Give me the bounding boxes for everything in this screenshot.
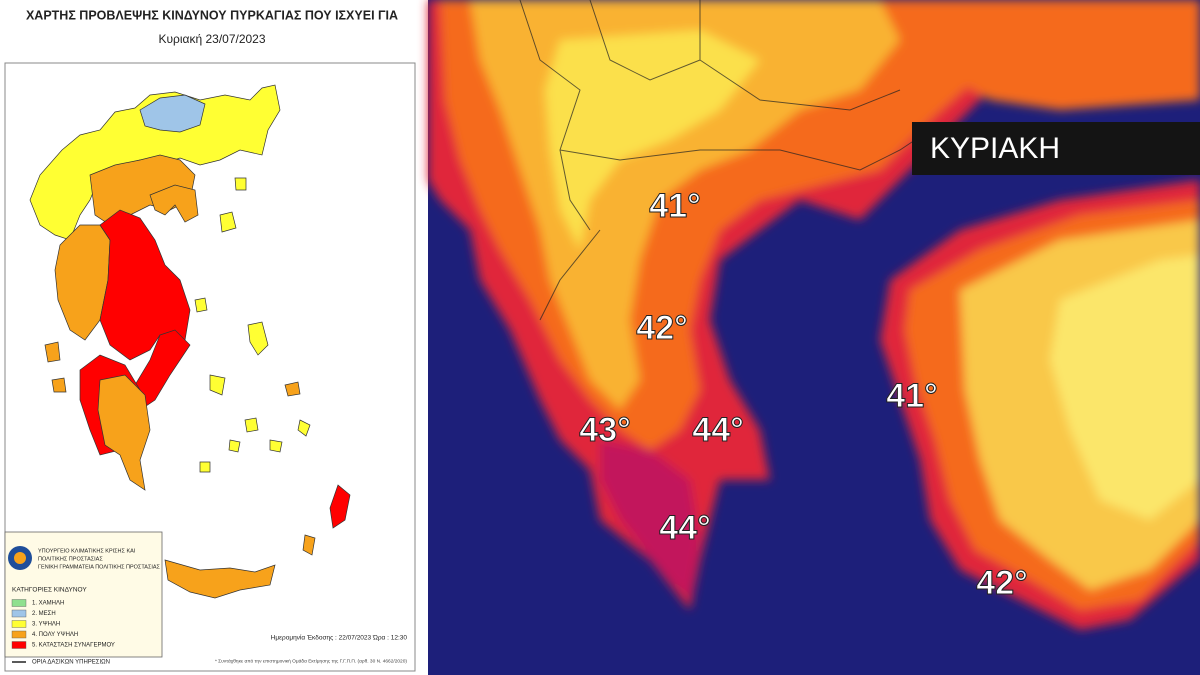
map-subtitle: Κυριακή 23/07/2023 (158, 32, 265, 46)
day-label: ΚΥΡΙΑΚΗ (930, 132, 1060, 165)
map-title: ΧΑΡΤΗΣ ΠΡΟΒΛΕΨΗΣ ΚΙΝΔΥΝΟΥ ΠΥΡΚΑΓΙΑΣ ΠΟΥ … (26, 8, 398, 22)
legend-items: 1. ΧΑΜΗΛΗ 2. ΜΕΣΗ 3. ΥΨΗΛΗ 4. ΠΟΛΥ ΥΨΗΛΗ 5. … (11, 599, 115, 649)
boundary-label: ΟΡΙΑ ΔΑΣΙΚΩΝ ΥΠΗΡΕΣΙΩΝ (32, 660, 110, 666)
legend-swatch (11, 599, 27, 607)
legend-swatch (11, 630, 27, 639)
land-heat (428, 0, 1200, 630)
legend: ΥΠΟΥΡΓΕΙΟ ΚΛΙΜΑΤΙΚΗΣ ΚΡΙΣΗΣ ΚΑΙ ΠΟΛΙΤΙΚΗ… (4, 531, 163, 666)
region (329, 484, 351, 529)
legend-swatch (11, 620, 27, 628)
land (880, 0, 1200, 110)
ministry-line: ΓΕΝΙΚΗ ΓΡΑΜΜΑΤΕΙΑ ΠΟΛΙΤΙΚΗΣ ΠΡΟΣΤΑΣΙΑΣ (38, 564, 161, 570)
region (44, 341, 61, 363)
legend-swatch (11, 609, 27, 618)
legend-box (4, 531, 163, 658)
region (244, 417, 259, 433)
legend-label: 5. ΚΑΤΑΣΤΑΣΗ ΣΥΝΑΓΕΡΜΟΥ (32, 643, 115, 649)
region (284, 381, 301, 397)
ministry-line: ΠΟΛΙΤΙΚΗΣ ΠΡΟΣΤΑΣΙΑΣ (38, 556, 103, 562)
region (219, 211, 237, 233)
legend-swatch (11, 641, 27, 649)
temperature-panel: ΚΥΡΙΑΚΗ 41° 42° 43° 44° 44° 41° 42° (428, 0, 1200, 675)
region (134, 329, 191, 411)
land (1050, 255, 1200, 520)
temperature-labels: 41° 42° 43° 44° 44° 41° 42° (579, 186, 1028, 602)
region (302, 534, 316, 556)
legend-label: 2. ΜΕΣΗ (32, 611, 56, 617)
border (559, 129, 931, 171)
temperature-label: 41° (649, 187, 700, 225)
region (199, 461, 211, 473)
map-frame (4, 62, 416, 672)
fire-risk-panel: ΧΑΡΤΗΣ ΠΡΟΒΛΕΨΗΣ ΚΙΝΔΥΝΟΥ ΠΥΡΚΑΓΙΑΣ ΠΟΥ … (0, 0, 428, 675)
greece-map (29, 84, 351, 599)
day-banner (912, 122, 1200, 175)
border (539, 229, 601, 321)
ministry-line: ΥΠΟΥΡΓΕΙΟ ΚΛΙΜΑΤΙΚΗΣ ΚΡΙΣΗΣ ΚΑΙ (38, 548, 136, 554)
region (234, 177, 247, 191)
region (297, 419, 311, 437)
borders (519, 0, 931, 321)
region (194, 297, 208, 313)
issue-date: Ημερομηνία Έκδοσης : 22/07/2023 Ώρα : 12… (271, 634, 408, 642)
land (600, 440, 700, 600)
region (164, 559, 276, 599)
legend-label: 4. ΠΟΛΥ ΥΨΗΛΗ (32, 632, 78, 638)
footnote: * Συντάχθηκε από την επιστημονική Ομάδα … (215, 657, 407, 664)
border (589, 0, 701, 81)
region (269, 439, 283, 453)
border (519, 0, 591, 231)
legend-label: 3. ΥΨΗΛΗ (32, 622, 60, 628)
temperature-label: 42° (976, 564, 1027, 602)
region (97, 374, 151, 491)
region (247, 321, 269, 356)
temperature-label: 41° (886, 377, 937, 415)
temperature-label: 44° (692, 411, 743, 449)
legend-label: 1. ΧΑΜΗΛΗ (32, 601, 64, 607)
temperature-label: 44° (659, 509, 710, 547)
region (209, 374, 226, 396)
region (51, 377, 67, 393)
temperature-label: 42° (636, 309, 687, 347)
legend-title: ΚΑΤΗΓΟΡΙΕΣ ΚΙΝΔΥΝΟΥ (12, 587, 87, 594)
region (228, 439, 241, 453)
logo (14, 552, 26, 564)
land (545, 30, 760, 250)
region (139, 94, 206, 133)
temperature-label: 43° (579, 411, 630, 449)
border (699, 59, 901, 111)
region (149, 184, 199, 223)
